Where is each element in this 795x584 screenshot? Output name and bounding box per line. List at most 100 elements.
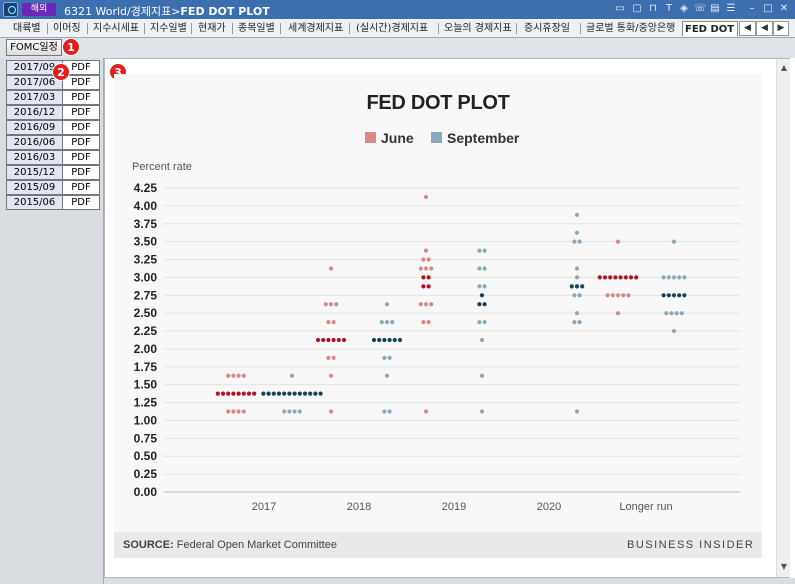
september-dot [308,391,313,396]
september-dot [477,302,482,307]
tab-continent[interactable]: 대륙별 [13,23,41,34]
tab-market-holidays[interactable]: 증시휴장일 [524,23,570,34]
june-dot [421,320,426,325]
june-dot [423,409,429,414]
date-cell[interactable]: 2016/12 [6,105,63,120]
tab-fed-dot-plot[interactable]: FED DOT PLOT [682,21,738,36]
pdf-button[interactable]: PDF [62,180,100,195]
september-dot [574,409,580,414]
maximize-icon[interactable]: □ [763,3,773,14]
june-dot [236,373,241,378]
june-dot [246,391,252,396]
september-dot [482,248,487,253]
x-tick-label: 2018 [347,501,371,513]
shield-icon[interactable]: ◈ [680,3,688,14]
tab-current-price[interactable]: 현재가 [198,23,226,34]
date-cell[interactable]: 2015/06 [6,195,63,210]
june-dot [610,293,615,298]
june-dot [236,391,241,396]
june-dot [418,302,423,307]
y-tick-label: 2.25 [134,324,158,338]
june-dot [241,373,246,378]
source-text: SOURCE: Federal Open Market Committee [123,539,337,551]
june-dot [615,311,621,316]
y-tick-label: 0.50 [134,449,158,463]
june-dot [328,266,334,271]
lock-icon[interactable]: ⊓ [649,3,657,14]
june-dot [618,275,623,280]
tab-prev-icon[interactable]: ◀ [739,21,756,36]
september-dot [664,311,669,316]
monitor-icon[interactable]: ▭ [615,3,625,14]
pdf-button[interactable]: PDF [62,75,100,90]
september-dot [479,373,485,378]
june-dot [423,194,429,200]
september-dot [671,239,677,244]
tab-right-icon[interactable]: ▶ [773,21,789,36]
scroll-down-icon[interactable]: ▼ [780,562,788,571]
phone-icon[interactable]: ☏ [694,3,707,14]
tab-today-econ[interactable]: 오늘의 경제지표 [444,23,512,34]
date-cell[interactable]: 2016/06 [6,135,63,150]
september-dot [661,275,666,280]
june-dot [331,320,336,325]
september-dot [574,284,580,289]
june-dot [331,355,336,360]
pdf-button[interactable]: PDF [62,195,100,210]
tab-index-daily[interactable]: 지수일별 [150,23,187,34]
print-icon[interactable]: ▤ [710,3,720,14]
pdf-button[interactable]: PDF [62,150,100,165]
pdf-button[interactable]: PDF [62,105,100,120]
september-dot [384,320,390,325]
tab-index-quotes[interactable]: 지수시세표 [93,23,139,34]
june-dot [236,409,241,414]
june-dot [226,409,231,414]
tab-left-icon[interactable]: ◀ [756,21,773,36]
legend-september: September [447,130,520,146]
y-axis-label: Percent rate [132,161,192,173]
september-dot [574,230,580,235]
june-dot [231,409,236,414]
window-icon[interactable]: ▢ [632,3,642,14]
date-cell[interactable]: 2016/09 [6,120,63,135]
x-tick-label: 2019 [442,501,466,513]
september-dot [482,302,487,307]
minimize-icon[interactable]: – [749,3,755,14]
september-dot [289,373,295,378]
vertical-scrollbar[interactable]: ▲ ▼ [776,59,790,577]
september-dot [569,284,574,289]
june-dot [326,337,331,343]
date-cell[interactable]: 2015/12 [6,165,63,180]
legend-swatch-june [365,132,376,143]
june-dot [331,337,336,343]
list-icon[interactable]: ☰ [726,3,736,14]
legend-june: June [381,130,414,146]
june-dot [321,337,326,343]
app-logo-icon [3,2,18,17]
september-dot [377,337,382,343]
september-dot [574,212,580,217]
fomc-schedule-button[interactable]: FOMC일정 [6,39,62,56]
pdf-button[interactable]: PDF [62,120,100,135]
tab-realtime-econ[interactable]: (실시간)경제지표 [356,23,429,34]
tab-emerging[interactable]: 이머징 [53,23,81,34]
tab-world-econ[interactable]: 세계경제지표 [288,23,344,34]
date-cell[interactable]: 2015/09 [6,180,63,195]
september-dot [577,239,582,244]
date-cell[interactable]: 2017/03 [6,90,63,105]
june-dot [429,266,434,271]
date-cell[interactable]: 2016/03 [6,150,63,165]
pdf-button[interactable]: PDF [62,165,100,180]
pdf-button[interactable]: PDF [62,90,100,105]
scroll-up-icon[interactable]: ▲ [780,63,788,72]
june-dot [423,302,429,307]
close-icon[interactable]: ✕ [779,3,789,14]
tab-global-currency[interactable]: 글로벌 통화/중앙은행 [586,23,676,34]
june-dot [613,275,618,280]
text-icon[interactable]: T [665,3,673,14]
september-dot [572,293,577,298]
september-dot [574,275,580,280]
tab-stock-daily[interactable]: 종목일별 [238,23,275,34]
pdf-button[interactable]: PDF [62,135,100,150]
september-dot [572,239,577,244]
